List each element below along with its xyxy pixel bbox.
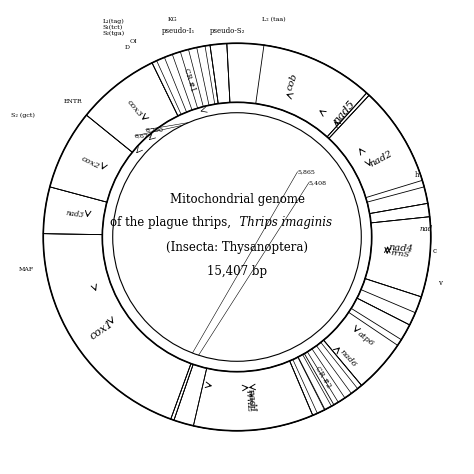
Text: L₂ (taa): L₂ (taa): [262, 17, 286, 22]
Polygon shape: [174, 357, 325, 431]
Polygon shape: [361, 187, 431, 313]
Text: nad4: nad4: [388, 243, 413, 254]
Text: (Insecta: Thysanoptera): (Insecta: Thysanoptera): [166, 241, 308, 254]
Text: pseudo-S₂: pseudo-S₂: [210, 27, 245, 36]
Polygon shape: [171, 364, 193, 420]
Polygon shape: [193, 361, 313, 431]
Polygon shape: [227, 43, 367, 137]
Text: of the plague thrips,: of the plague thrips,: [110, 216, 237, 229]
Text: nad5: nad5: [331, 98, 356, 126]
Text: nad1: nad1: [246, 388, 257, 413]
Text: nad2: nad2: [368, 149, 394, 168]
Text: nad6: nad6: [338, 347, 358, 369]
Polygon shape: [349, 309, 401, 346]
Polygon shape: [329, 95, 428, 214]
Text: S₂ (gct): S₂ (gct): [11, 112, 35, 118]
Polygon shape: [366, 180, 424, 202]
Polygon shape: [290, 340, 362, 415]
Polygon shape: [256, 45, 422, 198]
Polygon shape: [357, 279, 421, 325]
Text: nad: nad: [419, 226, 433, 233]
Text: Thrips imaginis: Thrips imaginis: [237, 216, 332, 229]
Text: OI: OI: [130, 39, 137, 44]
Text: 5,865: 5,865: [298, 169, 315, 174]
Text: cox3: cox3: [126, 98, 144, 119]
Polygon shape: [304, 312, 398, 405]
Text: 5,408: 5,408: [309, 180, 327, 185]
Text: nad3: nad3: [65, 209, 84, 219]
Polygon shape: [365, 217, 431, 297]
Text: KG: KG: [168, 17, 178, 22]
Polygon shape: [370, 203, 430, 223]
Text: c: c: [433, 247, 437, 255]
Polygon shape: [43, 234, 191, 419]
Text: S₁(tct): S₁(tct): [102, 25, 123, 30]
Text: pseudo-I₁: pseudo-I₁: [162, 27, 196, 36]
Text: CR #1: CR #1: [182, 67, 196, 92]
Text: CR #2: CR #2: [313, 365, 332, 389]
Text: v: v: [438, 279, 442, 287]
Text: 8,290: 8,290: [146, 127, 164, 132]
Polygon shape: [351, 290, 415, 340]
Text: 8,677: 8,677: [135, 133, 153, 138]
Polygon shape: [43, 187, 107, 235]
Text: cox2: cox2: [80, 155, 101, 171]
Text: MAF: MAF: [18, 267, 34, 272]
Text: cob: cob: [285, 73, 299, 92]
Text: cox1: cox1: [88, 319, 115, 342]
Text: rrnL: rrnL: [243, 390, 254, 412]
Text: h: h: [415, 171, 419, 179]
Text: S₂(tga): S₂(tga): [102, 31, 125, 36]
Text: ENTR: ENTR: [64, 100, 82, 104]
Polygon shape: [298, 354, 334, 410]
Polygon shape: [210, 44, 230, 104]
Polygon shape: [327, 93, 369, 138]
Text: D: D: [125, 45, 129, 50]
Text: rrnS: rrnS: [391, 249, 410, 259]
Text: 15,407 bp: 15,407 bp: [207, 265, 267, 278]
Text: Mitochondrial genome: Mitochondrial genome: [170, 193, 304, 206]
Polygon shape: [50, 115, 132, 202]
Polygon shape: [324, 298, 410, 385]
Polygon shape: [86, 63, 178, 152]
Polygon shape: [152, 45, 218, 116]
Text: L₁(tag): L₁(tag): [102, 19, 124, 24]
Text: atp6: atp6: [356, 330, 375, 348]
